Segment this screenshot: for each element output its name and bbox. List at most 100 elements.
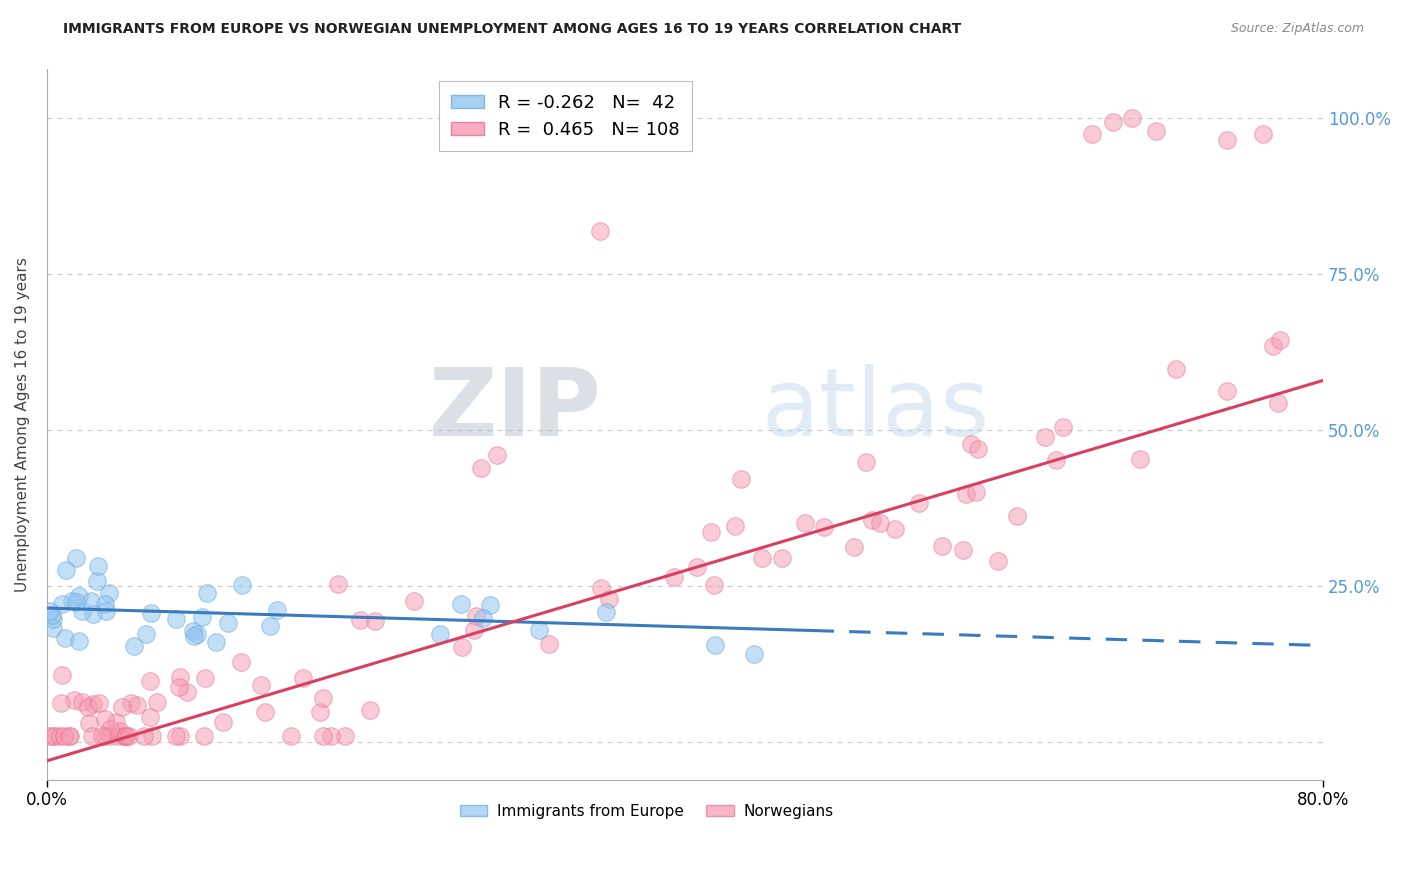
Text: IMMIGRANTS FROM EUROPE VS NORWEGIAN UNEMPLOYMENT AMONG AGES 16 TO 19 YEARS CORRE: IMMIGRANTS FROM EUROPE VS NORWEGIAN UNEM… — [63, 22, 962, 37]
Point — [41, 608, 63, 623]
Point — [965, 485, 987, 500]
Point — [53, 729, 76, 743]
Point — [139, 710, 162, 724]
Point — [38, 604, 60, 618]
Point — [104, 715, 127, 730]
Point — [38, 729, 60, 743]
Point — [869, 516, 891, 531]
Point — [60, 594, 83, 608]
Point — [359, 703, 381, 717]
Point — [112, 729, 135, 743]
Point — [231, 578, 253, 592]
Point — [51, 668, 73, 682]
Point — [259, 619, 281, 633]
Point — [55, 563, 77, 577]
Point — [82, 607, 104, 621]
Point — [122, 639, 145, 653]
Point — [793, 516, 815, 531]
Point — [87, 559, 110, 574]
Point — [77, 716, 100, 731]
Point — [450, 597, 472, 611]
Point — [844, 540, 866, 554]
Point — [98, 586, 121, 600]
Text: atlas: atlas — [762, 364, 990, 456]
Point — [266, 603, 288, 617]
Point — [527, 623, 550, 637]
Point — [169, 670, 191, 684]
Point — [167, 680, 190, 694]
Point — [53, 631, 76, 645]
Point — [987, 554, 1010, 568]
Point — [105, 729, 128, 743]
Point — [1216, 133, 1239, 147]
Text: ZIP: ZIP — [429, 364, 602, 456]
Point — [1033, 430, 1056, 444]
Point — [165, 612, 187, 626]
Point — [186, 627, 208, 641]
Point — [589, 224, 612, 238]
Point — [1005, 509, 1028, 524]
Point — [94, 597, 117, 611]
Point — [49, 729, 72, 743]
Point — [51, 597, 73, 611]
Point — [463, 623, 485, 637]
Point — [931, 539, 953, 553]
Point — [254, 705, 277, 719]
Point — [595, 605, 617, 619]
Point — [49, 697, 72, 711]
Point — [470, 460, 492, 475]
Point — [86, 574, 108, 588]
Point — [952, 543, 974, 558]
Point — [662, 570, 685, 584]
Point — [402, 593, 425, 607]
Point — [312, 691, 335, 706]
Point — [93, 729, 115, 743]
Point — [183, 629, 205, 643]
Point — [139, 606, 162, 620]
Point — [195, 585, 218, 599]
Point — [193, 729, 215, 743]
Point — [883, 523, 905, 537]
Point — [908, 495, 931, 509]
Point — [91, 729, 114, 743]
Point — [860, 513, 883, 527]
Point — [120, 696, 142, 710]
Point — [1251, 127, 1274, 141]
Point — [118, 729, 141, 743]
Point — [229, 655, 252, 669]
Point — [770, 550, 793, 565]
Point — [700, 524, 723, 539]
Point — [813, 520, 835, 534]
Point — [967, 442, 990, 456]
Point — [1081, 127, 1104, 141]
Point — [855, 455, 877, 469]
Point — [335, 729, 357, 743]
Point — [751, 551, 773, 566]
Point — [89, 696, 111, 710]
Point — [141, 729, 163, 743]
Point — [280, 729, 302, 743]
Point — [1121, 112, 1143, 126]
Point — [59, 729, 82, 743]
Point — [250, 678, 273, 692]
Point — [67, 633, 90, 648]
Point — [364, 614, 387, 628]
Point — [1052, 419, 1074, 434]
Point — [108, 723, 131, 738]
Point — [79, 593, 101, 607]
Point — [181, 624, 204, 638]
Point — [1144, 124, 1167, 138]
Point — [98, 729, 121, 743]
Point — [537, 637, 560, 651]
Point — [76, 700, 98, 714]
Point — [1268, 333, 1291, 347]
Point — [328, 577, 350, 591]
Point — [176, 684, 198, 698]
Point — [730, 472, 752, 486]
Point — [309, 706, 332, 720]
Point — [80, 729, 103, 743]
Point — [42, 612, 65, 626]
Point — [479, 598, 502, 612]
Point — [591, 582, 613, 596]
Point — [70, 695, 93, 709]
